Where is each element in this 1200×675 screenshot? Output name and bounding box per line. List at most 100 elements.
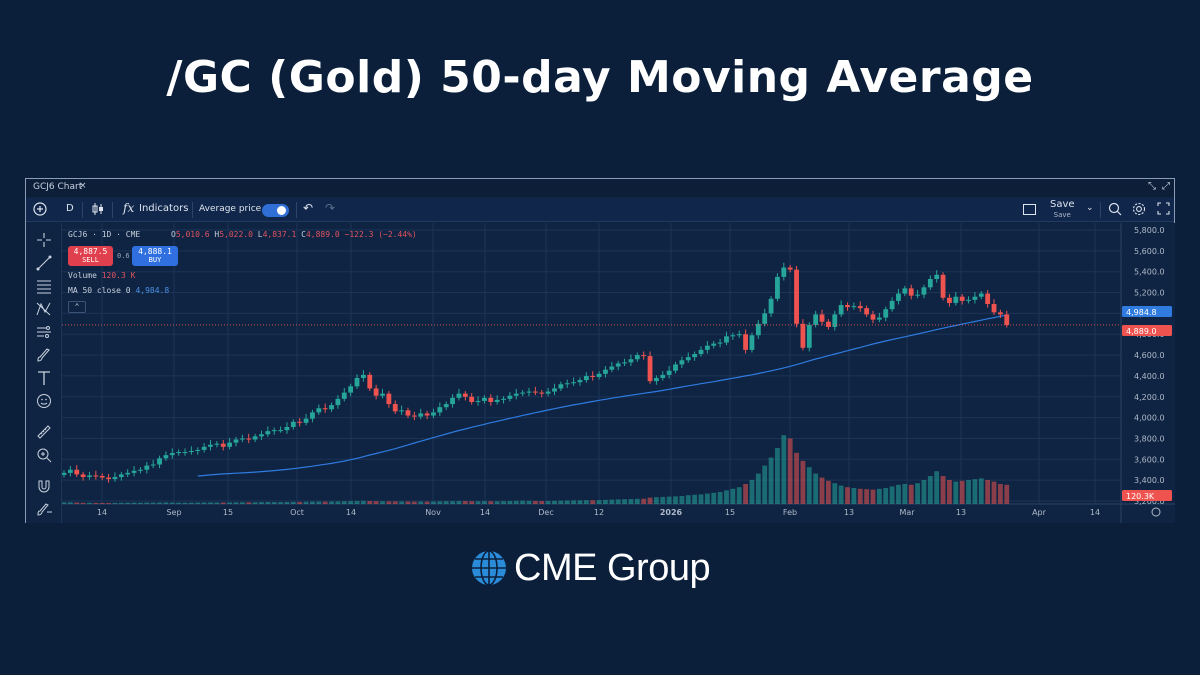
candle-body bbox=[583, 375, 589, 381]
zoom-in-icon[interactable] bbox=[35, 446, 53, 464]
candle-body bbox=[469, 396, 475, 402]
candle-body bbox=[157, 458, 162, 465]
save-menu-chevron-icon[interactable]: ⌄ bbox=[1086, 203, 1094, 213]
lock-drawings-icon[interactable] bbox=[35, 500, 53, 518]
volume-legend[interactable]: Volume 120.3 K bbox=[68, 271, 136, 280]
candle-body bbox=[787, 267, 793, 270]
price-chart[interactable]: 3,200.0 3,400.0 3,600.0 3,800.0 4,000.0 4,200… bbox=[62, 223, 1175, 523]
candle-body bbox=[692, 354, 698, 358]
text-tool-icon[interactable] bbox=[35, 369, 53, 387]
candle bbox=[622, 358, 627, 367]
ma-legend[interactable]: MA 50 close 0 4,984.8 bbox=[68, 286, 170, 295]
tab-close-icon[interactable]: × bbox=[79, 181, 87, 191]
trend-line-icon[interactable] bbox=[35, 254, 53, 272]
collapse-legend-button[interactable]: ⌃ bbox=[68, 301, 86, 313]
pattern-icon[interactable] bbox=[35, 300, 53, 318]
volume-bar bbox=[341, 501, 347, 504]
candle bbox=[373, 384, 379, 400]
volume-bar bbox=[838, 485, 844, 504]
y-tick-label: 4,200.0 bbox=[1134, 393, 1165, 402]
average-price-toggle[interactable] bbox=[262, 204, 289, 217]
volume-bar bbox=[67, 502, 73, 504]
candle-body bbox=[654, 378, 659, 382]
brush-icon[interactable] bbox=[35, 346, 53, 364]
candle-body bbox=[150, 464, 156, 466]
candle bbox=[1004, 310, 1010, 328]
collapse-window-icon[interactable]: ⤡ bbox=[1148, 181, 1156, 192]
candle bbox=[335, 395, 341, 409]
candle-body bbox=[501, 398, 506, 400]
volume-bar bbox=[380, 501, 385, 504]
candle-body bbox=[488, 397, 494, 402]
candle bbox=[959, 294, 965, 305]
candle-body bbox=[131, 470, 137, 473]
candle bbox=[870, 310, 876, 324]
add-symbol-icon[interactable] bbox=[33, 202, 47, 216]
fullscreen-icon[interactable] bbox=[1157, 202, 1170, 215]
volume-bar bbox=[749, 480, 755, 504]
candle bbox=[590, 371, 596, 381]
sell-label: SELL bbox=[82, 256, 99, 264]
function-icon[interactable]: fx bbox=[123, 201, 135, 215]
candle-body bbox=[806, 324, 812, 348]
tab-title[interactable]: GCJ6 Chart bbox=[33, 182, 83, 192]
volume-bar bbox=[513, 500, 519, 504]
volume-bar bbox=[552, 500, 557, 504]
candle bbox=[62, 470, 67, 478]
candle-body bbox=[189, 450, 194, 453]
candle bbox=[138, 467, 143, 474]
grid-lines bbox=[62, 223, 1121, 504]
indicators-button[interactable]: Indicators bbox=[139, 203, 189, 214]
candle-body bbox=[373, 388, 379, 396]
settings-gear-icon[interactable] bbox=[1132, 202, 1146, 216]
candle-body bbox=[921, 287, 927, 295]
candle-body bbox=[577, 380, 583, 383]
volume-bar bbox=[443, 501, 449, 504]
volume-bar bbox=[144, 502, 150, 504]
candle bbox=[380, 388, 385, 399]
candle bbox=[692, 351, 698, 361]
sell-button[interactable]: 4,887.5 SELL bbox=[68, 246, 113, 266]
candle-body bbox=[794, 269, 799, 324]
candles-icon[interactable] bbox=[92, 202, 104, 216]
last-price-tag: 4,889.0 bbox=[1126, 327, 1157, 336]
candle-body bbox=[685, 357, 691, 361]
expand-window-icon[interactable]: ⤢ bbox=[1162, 181, 1170, 192]
redo-icon[interactable]: ↷ bbox=[325, 201, 336, 215]
volume-bar bbox=[125, 502, 131, 504]
candle-body bbox=[284, 426, 290, 431]
buy-button[interactable]: 4,888.1 BUY bbox=[132, 246, 178, 266]
candle-body bbox=[908, 288, 914, 296]
layout-icon[interactable] bbox=[1023, 204, 1036, 215]
volume-bar bbox=[972, 479, 978, 504]
volume-bar bbox=[736, 487, 742, 504]
interval-button[interactable]: D bbox=[66, 203, 74, 214]
candle-body bbox=[596, 373, 602, 377]
volume-bar bbox=[348, 501, 354, 504]
quick-search-icon[interactable] bbox=[1108, 202, 1122, 216]
volume-bar bbox=[189, 502, 194, 504]
candle bbox=[864, 305, 870, 318]
undo-icon[interactable]: ↶ bbox=[303, 201, 314, 215]
candle-body bbox=[826, 321, 831, 327]
ruler-icon[interactable] bbox=[35, 423, 53, 441]
crosshair-icon[interactable] bbox=[35, 231, 53, 249]
candle-body bbox=[310, 412, 315, 419]
candle bbox=[985, 289, 991, 308]
forecast-icon[interactable] bbox=[35, 323, 53, 341]
candle-body bbox=[418, 413, 424, 417]
candle-body bbox=[896, 293, 901, 301]
candle-body bbox=[755, 323, 761, 336]
candle bbox=[685, 352, 691, 363]
candle-body bbox=[169, 453, 175, 456]
candle-body bbox=[265, 431, 271, 435]
volume-bar bbox=[997, 484, 1003, 504]
candle-body bbox=[660, 374, 666, 379]
symbol-label[interactable]: GCJ6 · 1D · CME bbox=[68, 230, 141, 239]
magnet-icon[interactable] bbox=[35, 477, 53, 495]
fib-retracement-icon[interactable] bbox=[35, 277, 53, 295]
save-button[interactable]: Save Save bbox=[1050, 200, 1075, 220]
volume-bar bbox=[889, 486, 895, 504]
volume-bar bbox=[411, 501, 417, 504]
emoji-icon[interactable] bbox=[35, 392, 53, 410]
